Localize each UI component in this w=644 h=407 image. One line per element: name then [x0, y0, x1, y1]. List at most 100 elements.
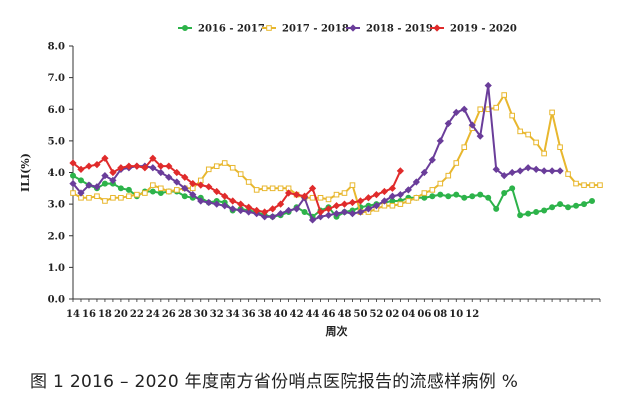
data-point [181, 193, 188, 200]
data-point [101, 154, 109, 162]
data-point [109, 176, 117, 185]
data-point [533, 209, 540, 216]
data-point [133, 162, 141, 170]
y-axis: 0.0 1.0 2.0 3.0 4.0 5.0 6.0 7.0 8.0 [48, 42, 74, 306]
data-point [157, 190, 164, 197]
data-point [388, 192, 397, 200]
x-tick-label: 16 [82, 309, 96, 320]
data-point [102, 198, 108, 204]
x-tick-label: 02 [385, 309, 399, 320]
data-point [485, 194, 492, 201]
data-point [348, 198, 357, 207]
data-point [253, 187, 260, 193]
data-point [261, 208, 269, 216]
x-tick-label: 48 [338, 309, 352, 320]
legend-label: 2018 - 2019 [366, 24, 433, 35]
data-point [205, 198, 213, 207]
data-point [134, 191, 140, 198]
data-point [549, 109, 555, 116]
data-point [332, 209, 341, 218]
data-point [109, 168, 117, 177]
data-point [157, 162, 165, 170]
data-point [86, 195, 92, 201]
data-point [421, 190, 428, 196]
data-point [461, 144, 468, 150]
data-point [525, 210, 532, 217]
data-point [340, 208, 349, 216]
data-point [436, 137, 444, 145]
data-point [292, 205, 301, 213]
data-point [541, 207, 548, 214]
data-point [316, 208, 325, 216]
data-point [333, 191, 340, 198]
data-point [396, 167, 405, 175]
data-point [524, 164, 532, 172]
data-point [589, 197, 596, 204]
data-point [93, 160, 101, 169]
x-tick-label: 40 [274, 309, 288, 320]
data-point [404, 186, 412, 194]
data-point [428, 156, 436, 164]
data-point [460, 105, 468, 113]
data-point [356, 197, 365, 205]
x-tick-label: 50 [353, 309, 367, 320]
data-point [237, 206, 245, 215]
data-point [173, 168, 181, 177]
data-point [142, 190, 148, 196]
legend-swatch-marker [349, 24, 357, 32]
data-point [581, 182, 587, 188]
legend-swatch-marker [433, 24, 441, 32]
data-point [101, 180, 108, 187]
data-point [421, 194, 428, 201]
data-point [245, 203, 253, 211]
y-tick-label: 2.0 [48, 231, 65, 242]
x-tick-label: 22 [130, 309, 144, 320]
data-point [388, 184, 397, 192]
data-point [85, 181, 93, 189]
data-point [477, 191, 484, 198]
legend-label: 2017 - 2018 [282, 24, 349, 35]
data-point [77, 189, 85, 197]
data-point [429, 187, 436, 193]
data-point [157, 168, 165, 177]
data-point [501, 92, 507, 98]
data-point [500, 172, 508, 180]
data-point [94, 193, 100, 200]
data-point [253, 206, 261, 215]
data-point [126, 193, 132, 200]
data-point [501, 190, 508, 197]
x-tick-label: 52 [369, 309, 383, 320]
x-tick-label: 38 [258, 309, 272, 320]
data-point [292, 191, 301, 199]
data-point [341, 190, 348, 196]
data-point [540, 167, 548, 175]
data-point [517, 212, 524, 219]
data-point [284, 206, 293, 215]
data-point [469, 193, 476, 200]
x-axis-title: 周次 [326, 324, 348, 338]
data-point [268, 205, 277, 213]
x-tick-label: 34 [226, 309, 240, 320]
data-point [237, 171, 244, 177]
data-point [125, 162, 133, 170]
data-point [332, 202, 341, 210]
data-point [573, 202, 580, 209]
data-point [213, 200, 221, 208]
y-tick-label: 4.0 [48, 168, 65, 179]
data-point [364, 194, 373, 202]
data-point [445, 193, 452, 200]
data-point [70, 172, 77, 179]
data-point [556, 167, 564, 175]
data-point [165, 173, 173, 181]
data-point [484, 81, 492, 90]
line-chart: 2016 - 2017 2017 - 2018 2018 - 2019 2019 - … [19, 24, 603, 338]
data-point [181, 173, 189, 181]
data-point [221, 192, 229, 200]
data-point [213, 187, 221, 196]
data-point [493, 104, 499, 111]
data-point [316, 213, 325, 221]
data-point [437, 180, 444, 187]
data-point [412, 178, 420, 186]
y-tick-label: 5.0 [48, 136, 65, 147]
data-point [300, 192, 309, 200]
